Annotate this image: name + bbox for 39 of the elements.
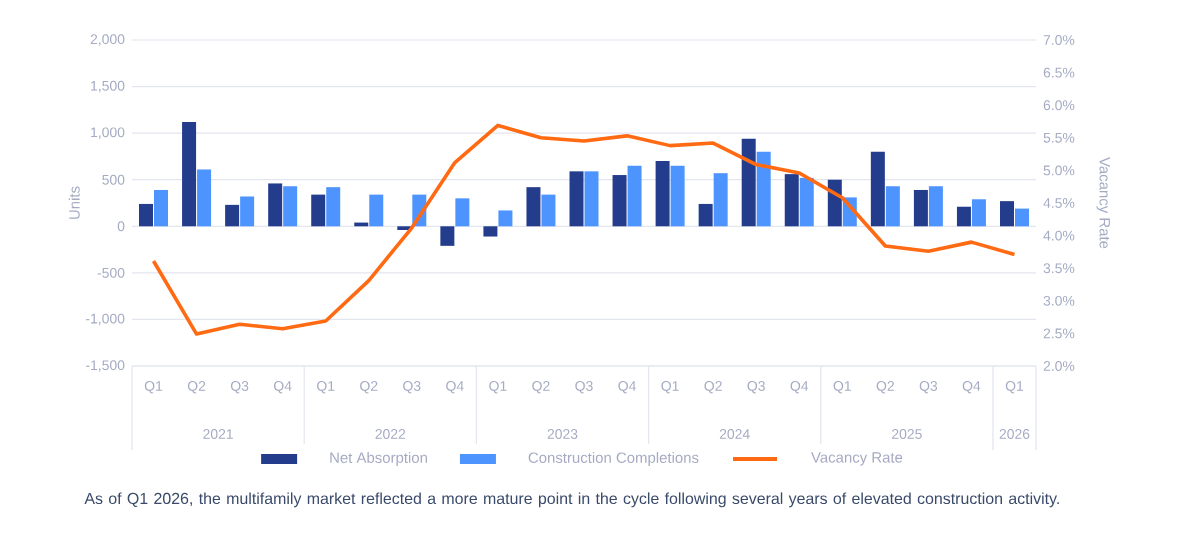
bar xyxy=(913,189,928,227)
bar xyxy=(956,206,971,227)
bar xyxy=(498,210,513,227)
bar xyxy=(369,194,384,227)
bar xyxy=(627,165,642,227)
bar xyxy=(971,199,986,227)
bar xyxy=(483,226,498,237)
bar xyxy=(311,194,326,227)
bar xyxy=(225,204,240,227)
bar xyxy=(670,165,685,227)
bar xyxy=(1014,208,1029,227)
bar xyxy=(326,187,341,227)
bar xyxy=(268,183,283,227)
bar xyxy=(139,203,154,227)
bar xyxy=(698,203,713,227)
bar xyxy=(197,169,212,227)
bar xyxy=(569,171,584,227)
bar xyxy=(784,174,799,227)
bar xyxy=(870,151,885,227)
bar xyxy=(526,187,541,227)
bar xyxy=(440,226,455,246)
bar xyxy=(799,177,814,227)
bar xyxy=(999,201,1014,227)
bar xyxy=(182,121,197,227)
bar xyxy=(240,196,255,227)
bar xyxy=(827,179,842,227)
bar xyxy=(283,186,298,227)
bar xyxy=(541,194,556,227)
bar xyxy=(885,186,900,227)
bar xyxy=(928,186,943,227)
bar xyxy=(713,173,728,227)
line-series xyxy=(151,123,1017,336)
bar xyxy=(455,198,470,227)
bar xyxy=(612,175,627,227)
bar xyxy=(756,151,771,227)
bar xyxy=(584,171,599,227)
bar xyxy=(655,161,670,227)
bar xyxy=(741,138,756,227)
bar xyxy=(154,189,169,227)
